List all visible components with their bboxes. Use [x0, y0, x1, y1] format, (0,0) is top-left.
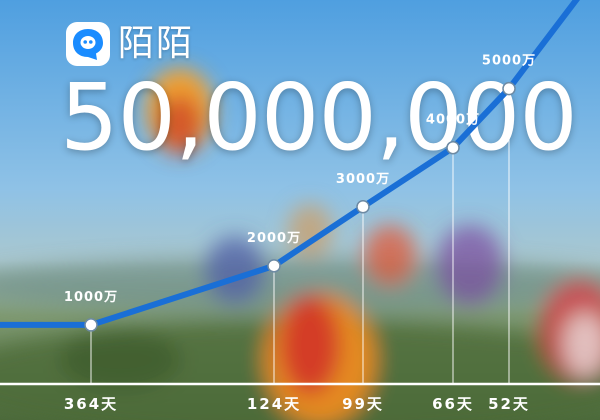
- interval-label-5: 52天: [488, 395, 530, 413]
- data-point-1: [84, 318, 98, 332]
- momo-chat-bubble-icon: [73, 29, 103, 60]
- data-point-2: [267, 259, 281, 273]
- data-point-4: [446, 140, 460, 155]
- growth-line-series: [0, 0, 580, 328]
- data-label-2: 2000万: [247, 231, 301, 246]
- data-point-3: [356, 200, 370, 214]
- data-label-3: 3000万: [336, 172, 390, 187]
- headline-user-count: 50,000,000: [60, 64, 578, 171]
- data-point-5: [502, 81, 516, 96]
- interval-label-2: 124天: [247, 395, 301, 413]
- interval-label-3: 99天: [342, 395, 384, 413]
- interval-label-1: 364天: [64, 395, 118, 413]
- data-label-5: 5000万: [482, 54, 536, 69]
- momo-logo: [66, 22, 110, 66]
- interval-label-4: 66天: [432, 395, 474, 413]
- data-label-4: 4000万: [426, 113, 480, 128]
- data-label-1: 1000万: [64, 290, 118, 305]
- brand-name: 陌陌: [118, 23, 195, 64]
